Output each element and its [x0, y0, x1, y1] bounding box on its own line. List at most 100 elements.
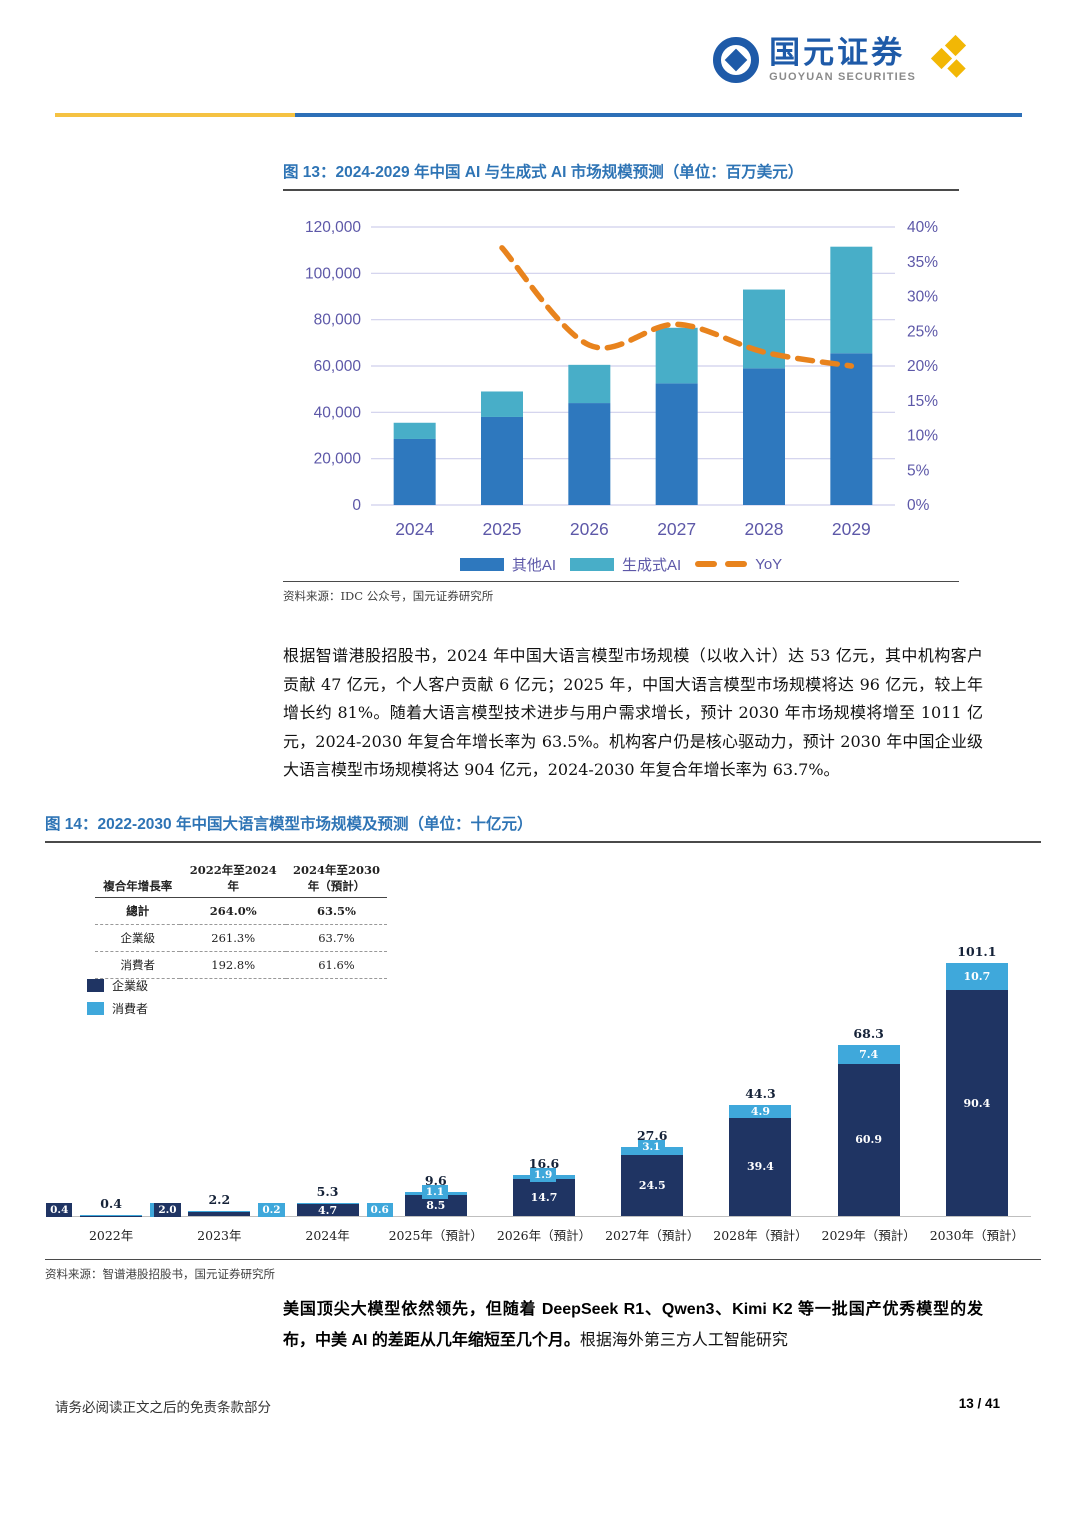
consumer-value-chip: 0.2	[258, 1203, 285, 1217]
figure-14-chart: 複合年增長率 2022年至2024年 2024年至2030年（預計） 總計 26…	[45, 847, 1041, 1259]
cagr-enterprise-label: 企業級	[95, 924, 181, 952]
svg-text:2024: 2024	[395, 519, 434, 539]
svg-text:0%: 0%	[907, 497, 930, 514]
table-row: 企業級 261.3% 63.7%	[95, 924, 387, 952]
enterprise-value-label: 90.4	[963, 1096, 991, 1110]
enterprise-value-chip: 0.4	[46, 1203, 73, 1217]
cagr-header-metric: 複合年增長率	[103, 879, 173, 893]
legend-label: YoY	[755, 555, 783, 573]
consumer-value-chip: 3.1	[638, 1140, 665, 1154]
svg-text:2026: 2026	[570, 519, 609, 539]
svg-text:20%: 20%	[907, 358, 938, 375]
body-paragraph-1: 根据智谱港股招股书，2024 年中国大语言模型市场规模（以收入计）达 53 亿元…	[283, 646, 983, 779]
svg-text:2025: 2025	[483, 519, 522, 539]
enterprise-bar-segment	[837, 1063, 900, 1216]
header-divider	[55, 113, 1022, 117]
cagr-enterprise-2022-2024: 261.3%	[180, 924, 286, 952]
footer-disclaimer: 请务必阅读正文之后的免责条款部分	[55, 1400, 271, 1416]
enterprise-swatch-icon	[87, 979, 104, 992]
other-ai-swatch-icon	[459, 557, 504, 571]
x-axis-label: 2027年（預計）	[605, 1228, 700, 1243]
bar-total-label: 68.3	[853, 1026, 884, 1042]
enterprise-bar-segment	[729, 1117, 792, 1216]
cagr-enterprise-2024-2030: 63.7%	[285, 924, 387, 952]
paragraph-2-rest: 根据海外第三方人工智能研究	[579, 1330, 788, 1349]
svg-text:10%: 10%	[907, 428, 938, 445]
genai-swatch-icon	[570, 557, 614, 571]
svg-text:2029: 2029	[832, 519, 871, 539]
cagr-total-label: 總計	[95, 897, 181, 925]
x-axis-label: 2023年	[197, 1228, 242, 1243]
body-paragraph-2: 美国顶尖大模型依然领先，但随着 DeepSeek R1、Qwen3、Kimi K…	[283, 1294, 983, 1356]
consumer-bar-segment	[729, 1105, 792, 1118]
consumer-swatch-icon	[87, 1002, 104, 1015]
figure-14-title-rule	[45, 841, 1041, 843]
cagr-consumer-2024-2030: 61.6%	[285, 951, 387, 979]
x-axis-label: 2028年（預計）	[713, 1228, 808, 1243]
footer-page-number: 13 / 41	[958, 1396, 1000, 1411]
svg-text:2027: 2027	[657, 519, 696, 539]
cagr-consumer-2022-2024: 192.8%	[180, 951, 286, 979]
legend-label: 生成式AI	[622, 556, 682, 574]
figure-13-title-rule	[283, 189, 959, 191]
legend-item-consumer: 消費者	[87, 1000, 148, 1017]
svg-text:100,000: 100,000	[305, 265, 361, 282]
legend-item-enterprise: 企業級	[87, 977, 148, 994]
cagr-total-2024-2030: 63.5%	[285, 897, 387, 925]
consumer-bar-segment	[296, 1202, 359, 1205]
svg-text:15%: 15%	[907, 393, 938, 410]
figure-14: 图 14：2022-2030 年中国大语言模型市场规模及预测（单位：十亿元） 複…	[45, 814, 1041, 1282]
figure-13-title: 图 13：2024-2029 年中国 AI 与生成式 AI 市场规模预测（单位：…	[283, 164, 804, 181]
legend-label: 其他AI	[511, 556, 556, 574]
cagr-header-2024-2030: 2024年至2030年（預計）	[292, 863, 380, 893]
bar-total-label: 44.3	[745, 1086, 776, 1102]
bar-total-label: 5.3	[316, 1183, 339, 1199]
cagr-consumer-label: 消費者	[95, 951, 181, 979]
cagr-total-2022-2024: 264.0%	[180, 897, 286, 925]
enterprise-value-label: 60.9	[855, 1133, 883, 1147]
figure-13: 图 13：2024-2029 年中国 AI 与生成式 AI 市场规模预测（单位：…	[283, 162, 959, 604]
consumer-value-chip: 1.1	[421, 1185, 449, 1199]
enterprise-value-chip: 2.0	[154, 1203, 181, 1217]
x-axis-label: 2024年	[305, 1228, 350, 1243]
figure-13-bottom-rule	[283, 581, 959, 582]
enterprise-bar-segment	[621, 1154, 684, 1216]
bar-total-label: 16.6	[528, 1155, 560, 1171]
logo-diamonds-icon	[926, 34, 970, 84]
legend-label: 企業級	[112, 979, 149, 993]
svg-text:80,000: 80,000	[314, 312, 362, 329]
x-axis-label: 2026年（預計）	[496, 1228, 592, 1243]
svg-text:5%: 5%	[907, 462, 930, 479]
brand-name-cn: 国元证券	[769, 35, 906, 70]
bar-total-label: 101.1	[957, 944, 997, 960]
x-axis-label: 2029年（預計）	[821, 1228, 916, 1243]
consumer-value-chip: 0.6	[366, 1203, 393, 1217]
svg-text:20,000: 20,000	[314, 451, 362, 468]
consumer-value-chip: 1.9	[530, 1167, 557, 1182]
svg-text:40%: 40%	[907, 219, 938, 236]
x-axis-label: 2030年（預計）	[929, 1228, 1025, 1243]
svg-text:120,000: 120,000	[305, 219, 361, 236]
yoy-dash-icon	[695, 561, 718, 567]
legend-item-yoy: YoY	[695, 556, 782, 573]
svg-text:30%: 30%	[907, 289, 938, 306]
enterprise-value-label: 39.4	[747, 1160, 774, 1174]
enterprise-bar-segment	[513, 1179, 575, 1216]
enterprise-value-label: 8.5	[426, 1198, 446, 1212]
figure-13-source: 资料来源：IDC 公众号，国元证券研究所	[283, 589, 494, 603]
yoy-dash-icon	[725, 561, 748, 567]
svg-text:60,000: 60,000	[314, 358, 362, 375]
consumer-value-label: 7.4	[859, 1048, 879, 1061]
legend-label: 消費者	[112, 1002, 149, 1016]
enterprise-value-label: 4.7	[317, 1203, 338, 1217]
svg-text:35%: 35%	[907, 254, 938, 271]
svg-text:40,000: 40,000	[314, 404, 362, 421]
figure-13-legend: 其他AI 生成式AI YoY	[283, 547, 959, 581]
consumer-bar-segment	[837, 1045, 900, 1064]
consumer-bar-segment	[945, 963, 1008, 990]
figure-14-legend: 企業級 消費者	[87, 977, 148, 1017]
company-logo: 国元证券 GUOYUAN SECURITIES	[713, 34, 970, 84]
enterprise-bar-segment	[188, 1211, 251, 1216]
enterprise-value-label: 14.7	[530, 1191, 558, 1205]
